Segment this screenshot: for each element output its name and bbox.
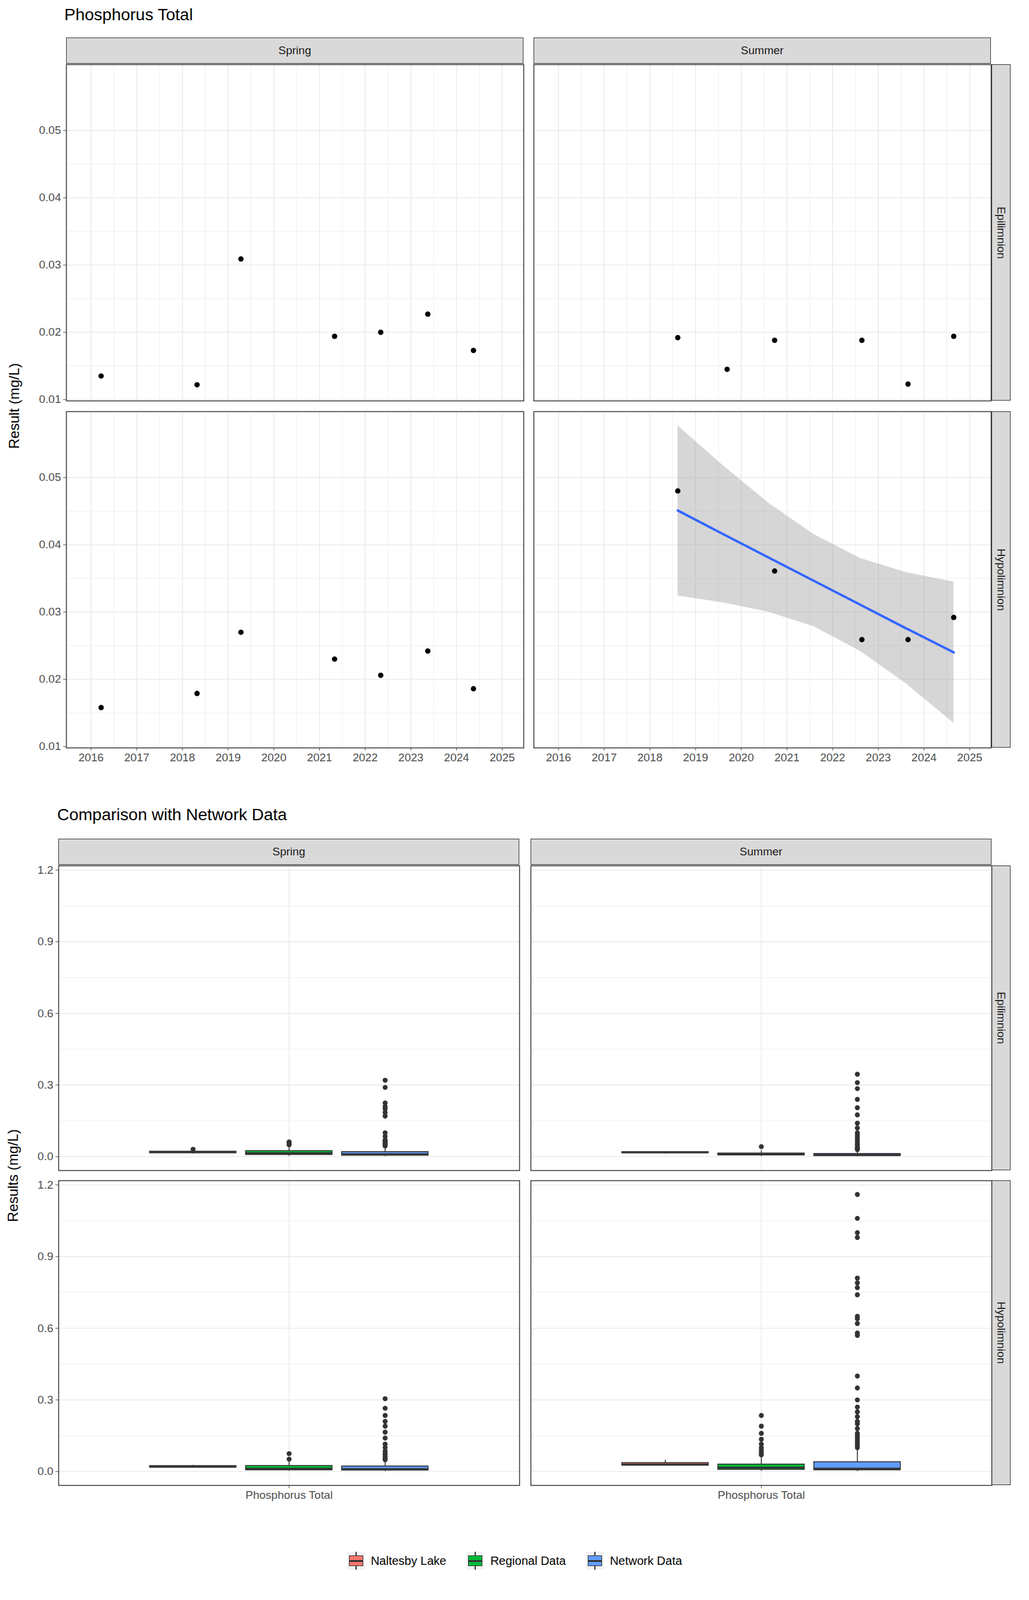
svg-text:0.01: 0.01 — [39, 740, 62, 753]
svg-text:2023: 2023 — [865, 751, 891, 765]
svg-text:1.2: 1.2 — [37, 1179, 53, 1192]
svg-text:1.2: 1.2 — [37, 864, 53, 877]
svg-text:0.02: 0.02 — [39, 672, 62, 686]
svg-text:0.01: 0.01 — [39, 393, 62, 406]
svg-text:2019: 2019 — [215, 751, 241, 765]
svg-text:Phosphorus Total: Phosphorus Total — [245, 1489, 333, 1502]
html-text:Results (mg/L): Results (mg/L) — [4, 1129, 21, 1223]
svg-text:2024: 2024 — [911, 751, 938, 765]
svg-text:0.03: 0.03 — [39, 605, 62, 619]
html-text:Comparison with Network Data: Comparison with Network Data — [57, 805, 287, 825]
svg-text:2025: 2025 — [956, 751, 982, 765]
html-text:Hypolimnion: Hypolimnion — [995, 1302, 1008, 1365]
svg-text:Phosphorus Total: Phosphorus Total — [717, 1489, 805, 1502]
html-text:Hypolimnion: Hypolimnion — [995, 548, 1008, 611]
html-text:Epilimnion: Epilimnion — [995, 992, 1008, 1045]
svg-text:2024: 2024 — [444, 751, 470, 765]
svg-text:0.04: 0.04 — [39, 538, 62, 551]
svg-text:2020: 2020 — [261, 751, 287, 765]
svg-text:0.6: 0.6 — [37, 1007, 53, 1021]
svg-text:2017: 2017 — [124, 751, 150, 765]
svg-text:0.9: 0.9 — [37, 935, 53, 949]
html-text:Result (mg/L): Result (mg/L) — [5, 363, 23, 449]
html-text:Spring: Spring — [278, 44, 312, 57]
svg-text:2018: 2018 — [169, 751, 195, 765]
svg-text:2021: 2021 — [306, 751, 332, 765]
svg-text:2016: 2016 — [78, 751, 104, 765]
svg-text:0.05: 0.05 — [39, 471, 62, 484]
svg-text:0.03: 0.03 — [39, 258, 62, 271]
html-text:Network Data: Network Data — [609, 1554, 683, 1568]
html-text:Summer: Summer — [740, 44, 784, 57]
html-text:Phosphorus Total: Phosphorus Total — [64, 5, 193, 24]
html-text:Regional Data: Regional Data — [490, 1554, 566, 1568]
svg-text:0.02: 0.02 — [39, 325, 62, 339]
html-text:Naltesby Lake: Naltesby Lake — [370, 1554, 447, 1568]
svg-text:0.04: 0.04 — [39, 191, 62, 204]
svg-text:2022: 2022 — [819, 751, 845, 765]
html-text:Epilimnion: Epilimnion — [995, 206, 1008, 259]
svg-text:2021: 2021 — [774, 751, 800, 765]
svg-text:0.0: 0.0 — [37, 1150, 53, 1163]
svg-text:0.05: 0.05 — [39, 123, 62, 137]
svg-text:2016: 2016 — [546, 751, 572, 765]
svg-text:0.0: 0.0 — [37, 1465, 53, 1478]
svg-text:2017: 2017 — [591, 751, 617, 765]
svg-text:2020: 2020 — [728, 751, 754, 765]
svg-text:0.6: 0.6 — [37, 1322, 53, 1336]
svg-text:2019: 2019 — [683, 751, 709, 765]
svg-text:0.9: 0.9 — [37, 1250, 53, 1264]
svg-text:2018: 2018 — [637, 751, 663, 765]
html-text:Summer: Summer — [739, 845, 783, 859]
html-text:Spring: Spring — [272, 845, 306, 859]
svg-text:2023: 2023 — [398, 751, 424, 765]
svg-text:2022: 2022 — [352, 751, 378, 765]
svg-text:0.3: 0.3 — [37, 1394, 53, 1407]
svg-text:0.3: 0.3 — [37, 1079, 53, 1092]
svg-text:2025: 2025 — [489, 751, 515, 765]
